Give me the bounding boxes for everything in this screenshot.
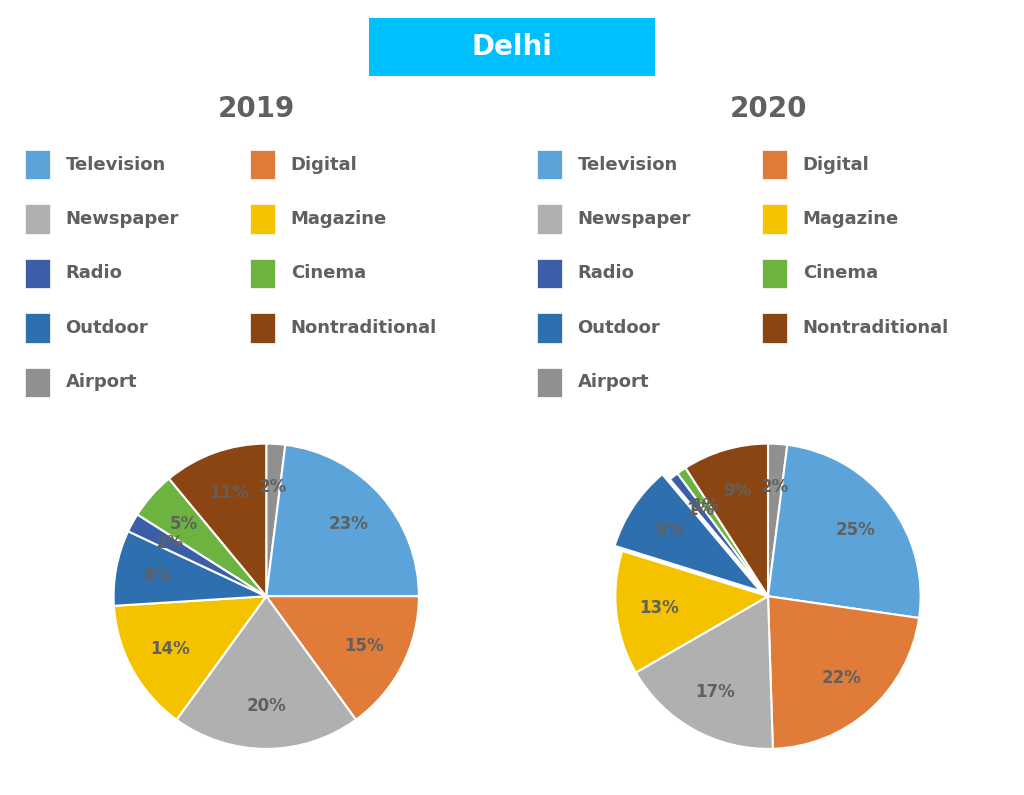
Wedge shape: [615, 551, 768, 673]
Text: 1%: 1%: [691, 497, 720, 514]
Text: Digital: Digital: [291, 156, 357, 173]
Wedge shape: [114, 596, 266, 719]
Text: 11%: 11%: [209, 484, 249, 502]
Wedge shape: [169, 444, 266, 596]
FancyBboxPatch shape: [25, 204, 50, 234]
Wedge shape: [266, 445, 419, 596]
Text: Radio: Radio: [66, 265, 123, 282]
FancyBboxPatch shape: [762, 258, 787, 288]
Text: 8%: 8%: [144, 567, 172, 584]
Text: Cinema: Cinema: [803, 265, 878, 282]
FancyBboxPatch shape: [250, 313, 275, 343]
FancyBboxPatch shape: [25, 313, 50, 343]
Wedge shape: [678, 467, 768, 596]
Text: Delhi: Delhi: [472, 33, 552, 61]
FancyBboxPatch shape: [250, 150, 275, 180]
Text: 22%: 22%: [821, 669, 861, 687]
FancyBboxPatch shape: [537, 313, 562, 343]
Wedge shape: [137, 479, 266, 596]
Text: 2019: 2019: [217, 95, 295, 123]
FancyBboxPatch shape: [537, 204, 562, 234]
FancyBboxPatch shape: [537, 150, 562, 180]
FancyBboxPatch shape: [762, 313, 787, 343]
Wedge shape: [636, 596, 773, 749]
Text: Digital: Digital: [803, 156, 869, 173]
Text: 17%: 17%: [694, 683, 734, 701]
Text: 25%: 25%: [836, 521, 876, 539]
FancyBboxPatch shape: [762, 150, 787, 180]
FancyBboxPatch shape: [537, 258, 562, 288]
Text: Magazine: Magazine: [291, 210, 387, 228]
Text: 14%: 14%: [151, 640, 189, 658]
FancyBboxPatch shape: [250, 258, 275, 288]
Wedge shape: [266, 444, 286, 596]
Text: Television: Television: [66, 156, 166, 173]
Text: Nontraditional: Nontraditional: [803, 319, 949, 337]
Text: 5%: 5%: [170, 514, 198, 533]
Text: 20%: 20%: [247, 697, 286, 716]
Wedge shape: [128, 514, 266, 596]
Text: Nontraditional: Nontraditional: [291, 319, 437, 337]
Text: 2%: 2%: [259, 478, 288, 495]
FancyBboxPatch shape: [762, 204, 787, 234]
Text: 9%: 9%: [654, 522, 683, 539]
Text: 1%: 1%: [686, 501, 714, 519]
Text: Newspaper: Newspaper: [66, 210, 179, 228]
Text: Outdoor: Outdoor: [66, 319, 148, 337]
Wedge shape: [176, 596, 356, 749]
Text: Outdoor: Outdoor: [578, 319, 660, 337]
Text: Magazine: Magazine: [803, 210, 899, 228]
Text: 2020: 2020: [729, 95, 807, 123]
Wedge shape: [114, 531, 266, 606]
Text: Airport: Airport: [578, 373, 649, 391]
Text: Television: Television: [578, 156, 678, 173]
Text: Newspaper: Newspaper: [578, 210, 691, 228]
Text: 13%: 13%: [639, 599, 679, 618]
FancyBboxPatch shape: [250, 204, 275, 234]
Text: 2%: 2%: [156, 534, 184, 553]
FancyBboxPatch shape: [25, 150, 50, 180]
Text: 23%: 23%: [329, 514, 369, 533]
Text: 15%: 15%: [344, 637, 384, 655]
FancyBboxPatch shape: [25, 367, 50, 397]
Text: 9%: 9%: [723, 482, 752, 500]
Wedge shape: [768, 596, 920, 749]
Wedge shape: [614, 475, 761, 591]
Text: Radio: Radio: [578, 265, 635, 282]
Wedge shape: [685, 444, 768, 596]
FancyBboxPatch shape: [25, 258, 50, 288]
Text: Airport: Airport: [66, 373, 137, 391]
Text: Cinema: Cinema: [291, 265, 366, 282]
Wedge shape: [266, 596, 419, 719]
FancyBboxPatch shape: [537, 367, 562, 397]
Text: 2%: 2%: [761, 478, 790, 495]
Wedge shape: [670, 473, 768, 596]
Wedge shape: [768, 444, 787, 596]
Wedge shape: [768, 445, 921, 618]
